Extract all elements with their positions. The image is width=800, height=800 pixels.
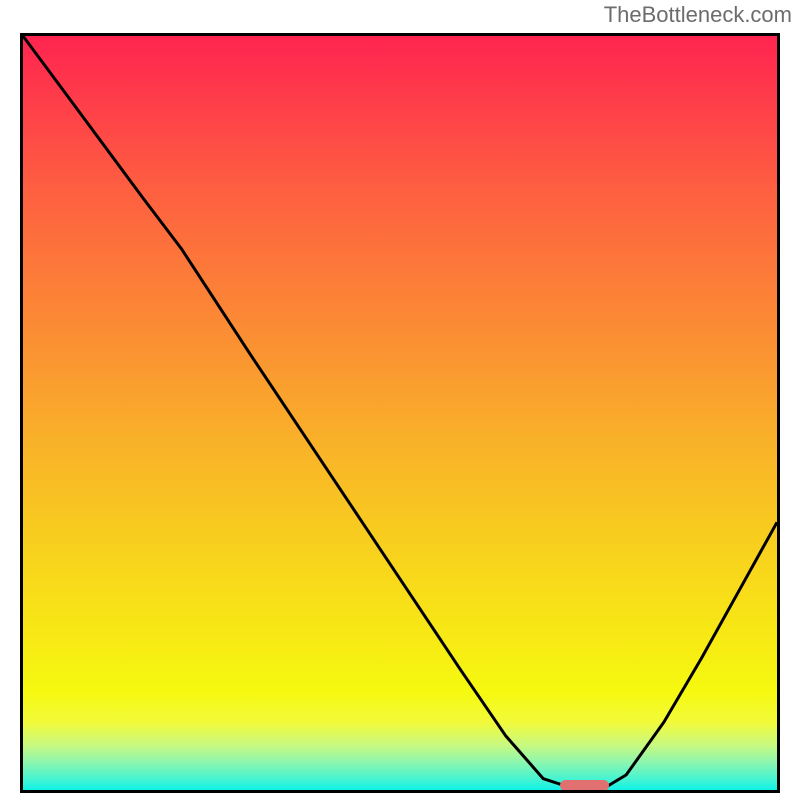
chart-stage: TheBottleneck.com: [0, 0, 800, 800]
bottleneck-curve: [23, 36, 777, 790]
watermark-text: TheBottleneck.com: [604, 2, 792, 28]
plot-area: [23, 36, 777, 790]
optimal-marker: [560, 780, 609, 790]
